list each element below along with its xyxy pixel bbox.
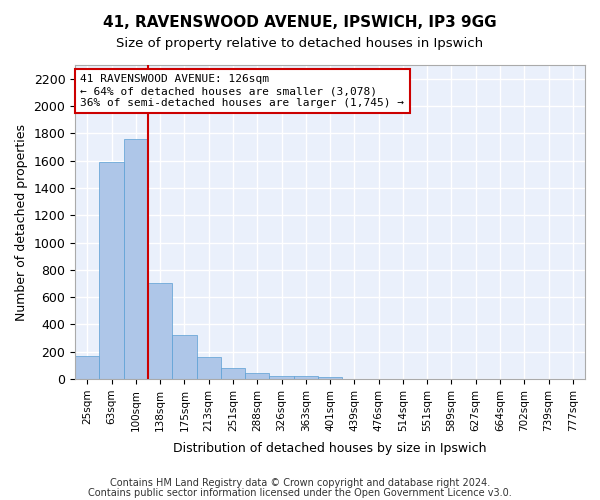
Bar bbox=[172, 336, 197, 379]
Bar bbox=[197, 357, 221, 379]
Bar bbox=[148, 284, 172, 379]
Bar bbox=[75, 356, 100, 379]
Bar bbox=[221, 368, 245, 379]
Text: Size of property relative to detached houses in Ipswich: Size of property relative to detached ho… bbox=[116, 38, 484, 51]
Bar bbox=[269, 376, 293, 379]
Bar bbox=[245, 373, 269, 379]
Bar bbox=[318, 377, 342, 379]
Y-axis label: Number of detached properties: Number of detached properties bbox=[15, 124, 28, 320]
Text: 41 RAVENSWOOD AVENUE: 126sqm
← 64% of detached houses are smaller (3,078)
36% of: 41 RAVENSWOOD AVENUE: 126sqm ← 64% of de… bbox=[80, 74, 404, 108]
X-axis label: Distribution of detached houses by size in Ipswich: Distribution of detached houses by size … bbox=[173, 442, 487, 455]
Bar bbox=[100, 162, 124, 379]
Text: Contains public sector information licensed under the Open Government Licence v3: Contains public sector information licen… bbox=[88, 488, 512, 498]
Bar bbox=[124, 138, 148, 379]
Text: 41, RAVENSWOOD AVENUE, IPSWICH, IP3 9GG: 41, RAVENSWOOD AVENUE, IPSWICH, IP3 9GG bbox=[103, 15, 497, 30]
Bar bbox=[293, 376, 318, 379]
Text: Contains HM Land Registry data © Crown copyright and database right 2024.: Contains HM Land Registry data © Crown c… bbox=[110, 478, 490, 488]
